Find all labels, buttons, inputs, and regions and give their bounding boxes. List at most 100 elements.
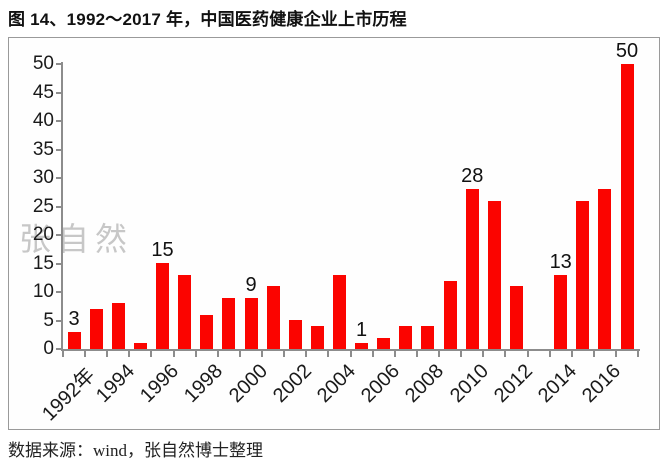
- x-tick-label: 2002: [268, 360, 316, 408]
- x-axis-tick: [150, 351, 153, 357]
- x-tick-label: 1998: [180, 360, 228, 408]
- x-axis-tick: [128, 351, 131, 357]
- bar-value-label: 28: [461, 165, 484, 187]
- y-tick-label: 50: [32, 53, 54, 74]
- x-axis-tick: [615, 351, 617, 357]
- y-axis-tick: [56, 291, 63, 293]
- x-axis-tick: [504, 351, 507, 357]
- bar: [111, 303, 125, 349]
- y-axis-tick: [56, 148, 63, 151]
- bar-value-label: 13: [549, 251, 572, 273]
- y-tick-label: 35: [32, 138, 54, 160]
- y-axis-tick: [56, 348, 63, 350]
- bar: [156, 263, 170, 349]
- y-tick-label: 5: [43, 309, 54, 331]
- x-tick-label: 2010: [445, 360, 493, 408]
- bar: [355, 343, 369, 349]
- bar: [200, 315, 214, 349]
- y-axis-tick: [56, 177, 63, 179]
- bar: [333, 275, 346, 349]
- y-axis-tick: [56, 120, 63, 122]
- x-axis-tick: [526, 351, 529, 357]
- chart-frame: 张自然 0 5 10 15 20 25 30 35 40 45 50 3 15 9 1 28 13 50 1992年…: [8, 37, 660, 430]
- x-tick-label: 2016: [578, 360, 626, 408]
- y-tick-label: 40: [32, 110, 54, 131]
- chart-title: 图 14、1992～2017 年，中国医药健康企业上市历程: [8, 10, 407, 29]
- bar: [89, 309, 103, 349]
- y-tick-label: 25: [32, 195, 54, 217]
- x-tick-label: 2014: [534, 360, 582, 408]
- bar: [244, 298, 258, 349]
- data-source-caption: 数据来源：wind，张自然博士整理: [8, 441, 263, 460]
- bar: [288, 320, 302, 349]
- bar-value-label: 50: [615, 40, 639, 62]
- bar-value-label: 9: [245, 274, 257, 296]
- x-axis-tick: [84, 351, 87, 357]
- x-axis-tick: [216, 351, 219, 357]
- bar: [443, 281, 457, 349]
- x-tick-label: 2012: [490, 360, 538, 408]
- x-tick-label: 1992年: [37, 364, 99, 426]
- x-axis-line: [61, 349, 641, 351]
- bar: [465, 189, 479, 349]
- bar: [554, 275, 568, 349]
- bar: [133, 343, 147, 349]
- y-tick-label: 0: [43, 338, 54, 359]
- y-axis-tick: [56, 91, 63, 94]
- y-axis-tick: [56, 234, 63, 236]
- x-axis-tick: [62, 351, 64, 357]
- x-tick-label: 2000: [224, 360, 272, 408]
- x-axis-tick: [592, 351, 595, 357]
- bar-value-label: 1: [356, 319, 368, 341]
- x-axis-tick: [438, 351, 441, 357]
- bar: [67, 332, 81, 349]
- x-axis-tick: [637, 351, 640, 357]
- x-axis-tick: [283, 351, 286, 357]
- bar: [266, 286, 280, 349]
- x-axis-tick: [194, 351, 197, 357]
- y-tick-label: 10: [32, 281, 54, 302]
- x-axis-tick: [172, 351, 175, 357]
- bar: [598, 189, 612, 349]
- bar: [421, 326, 435, 349]
- x-axis-tick: [482, 351, 485, 357]
- x-axis-tick: [415, 351, 418, 357]
- x-tick-label: 2004: [313, 360, 361, 408]
- y-axis-tick: [56, 63, 63, 65]
- watermark: 张自然: [19, 221, 134, 257]
- x-axis-tick: [106, 351, 109, 357]
- y-axis-tick: [56, 319, 63, 322]
- bar: [377, 338, 391, 349]
- y-axis-tick: [56, 205, 63, 208]
- y-tick-label: 45: [32, 81, 54, 103]
- y-axis-tick: [56, 262, 63, 265]
- x-axis-tick: [305, 351, 308, 357]
- x-axis-tick: [393, 351, 396, 357]
- bar-chart-plot-area: 0 5 10 15 20 25 30 35 40 45 50 3 15 9 1 28 13 50 1992年 1994…: [9, 38, 659, 429]
- y-tick-label: 30: [32, 167, 54, 188]
- x-axis-tick: [548, 351, 551, 357]
- bar: [178, 275, 192, 349]
- bar: [620, 64, 634, 349]
- x-tick-label: 1994: [91, 360, 139, 408]
- x-axis-tick: [261, 351, 264, 357]
- bar-value-label: 3: [68, 308, 80, 330]
- x-tick-label: 1996: [136, 360, 184, 408]
- bar: [222, 298, 236, 349]
- x-axis-tick: [460, 351, 463, 357]
- bar-value-label: 15: [151, 239, 174, 261]
- x-axis-tick: [570, 351, 573, 357]
- x-axis-tick: [238, 351, 241, 357]
- x-axis-tick: [371, 351, 374, 357]
- y-tick-label: 15: [32, 252, 54, 274]
- x-axis-tick: [349, 351, 352, 357]
- y-tick-label: 20: [32, 224, 54, 245]
- bar: [399, 326, 413, 349]
- x-tick-label: 2006: [357, 360, 405, 408]
- bar: [310, 326, 324, 349]
- bar: [576, 201, 590, 349]
- x-tick-label: 2008: [401, 360, 449, 408]
- bar: [509, 286, 523, 349]
- x-axis-tick: [327, 351, 330, 357]
- bar: [487, 201, 501, 349]
